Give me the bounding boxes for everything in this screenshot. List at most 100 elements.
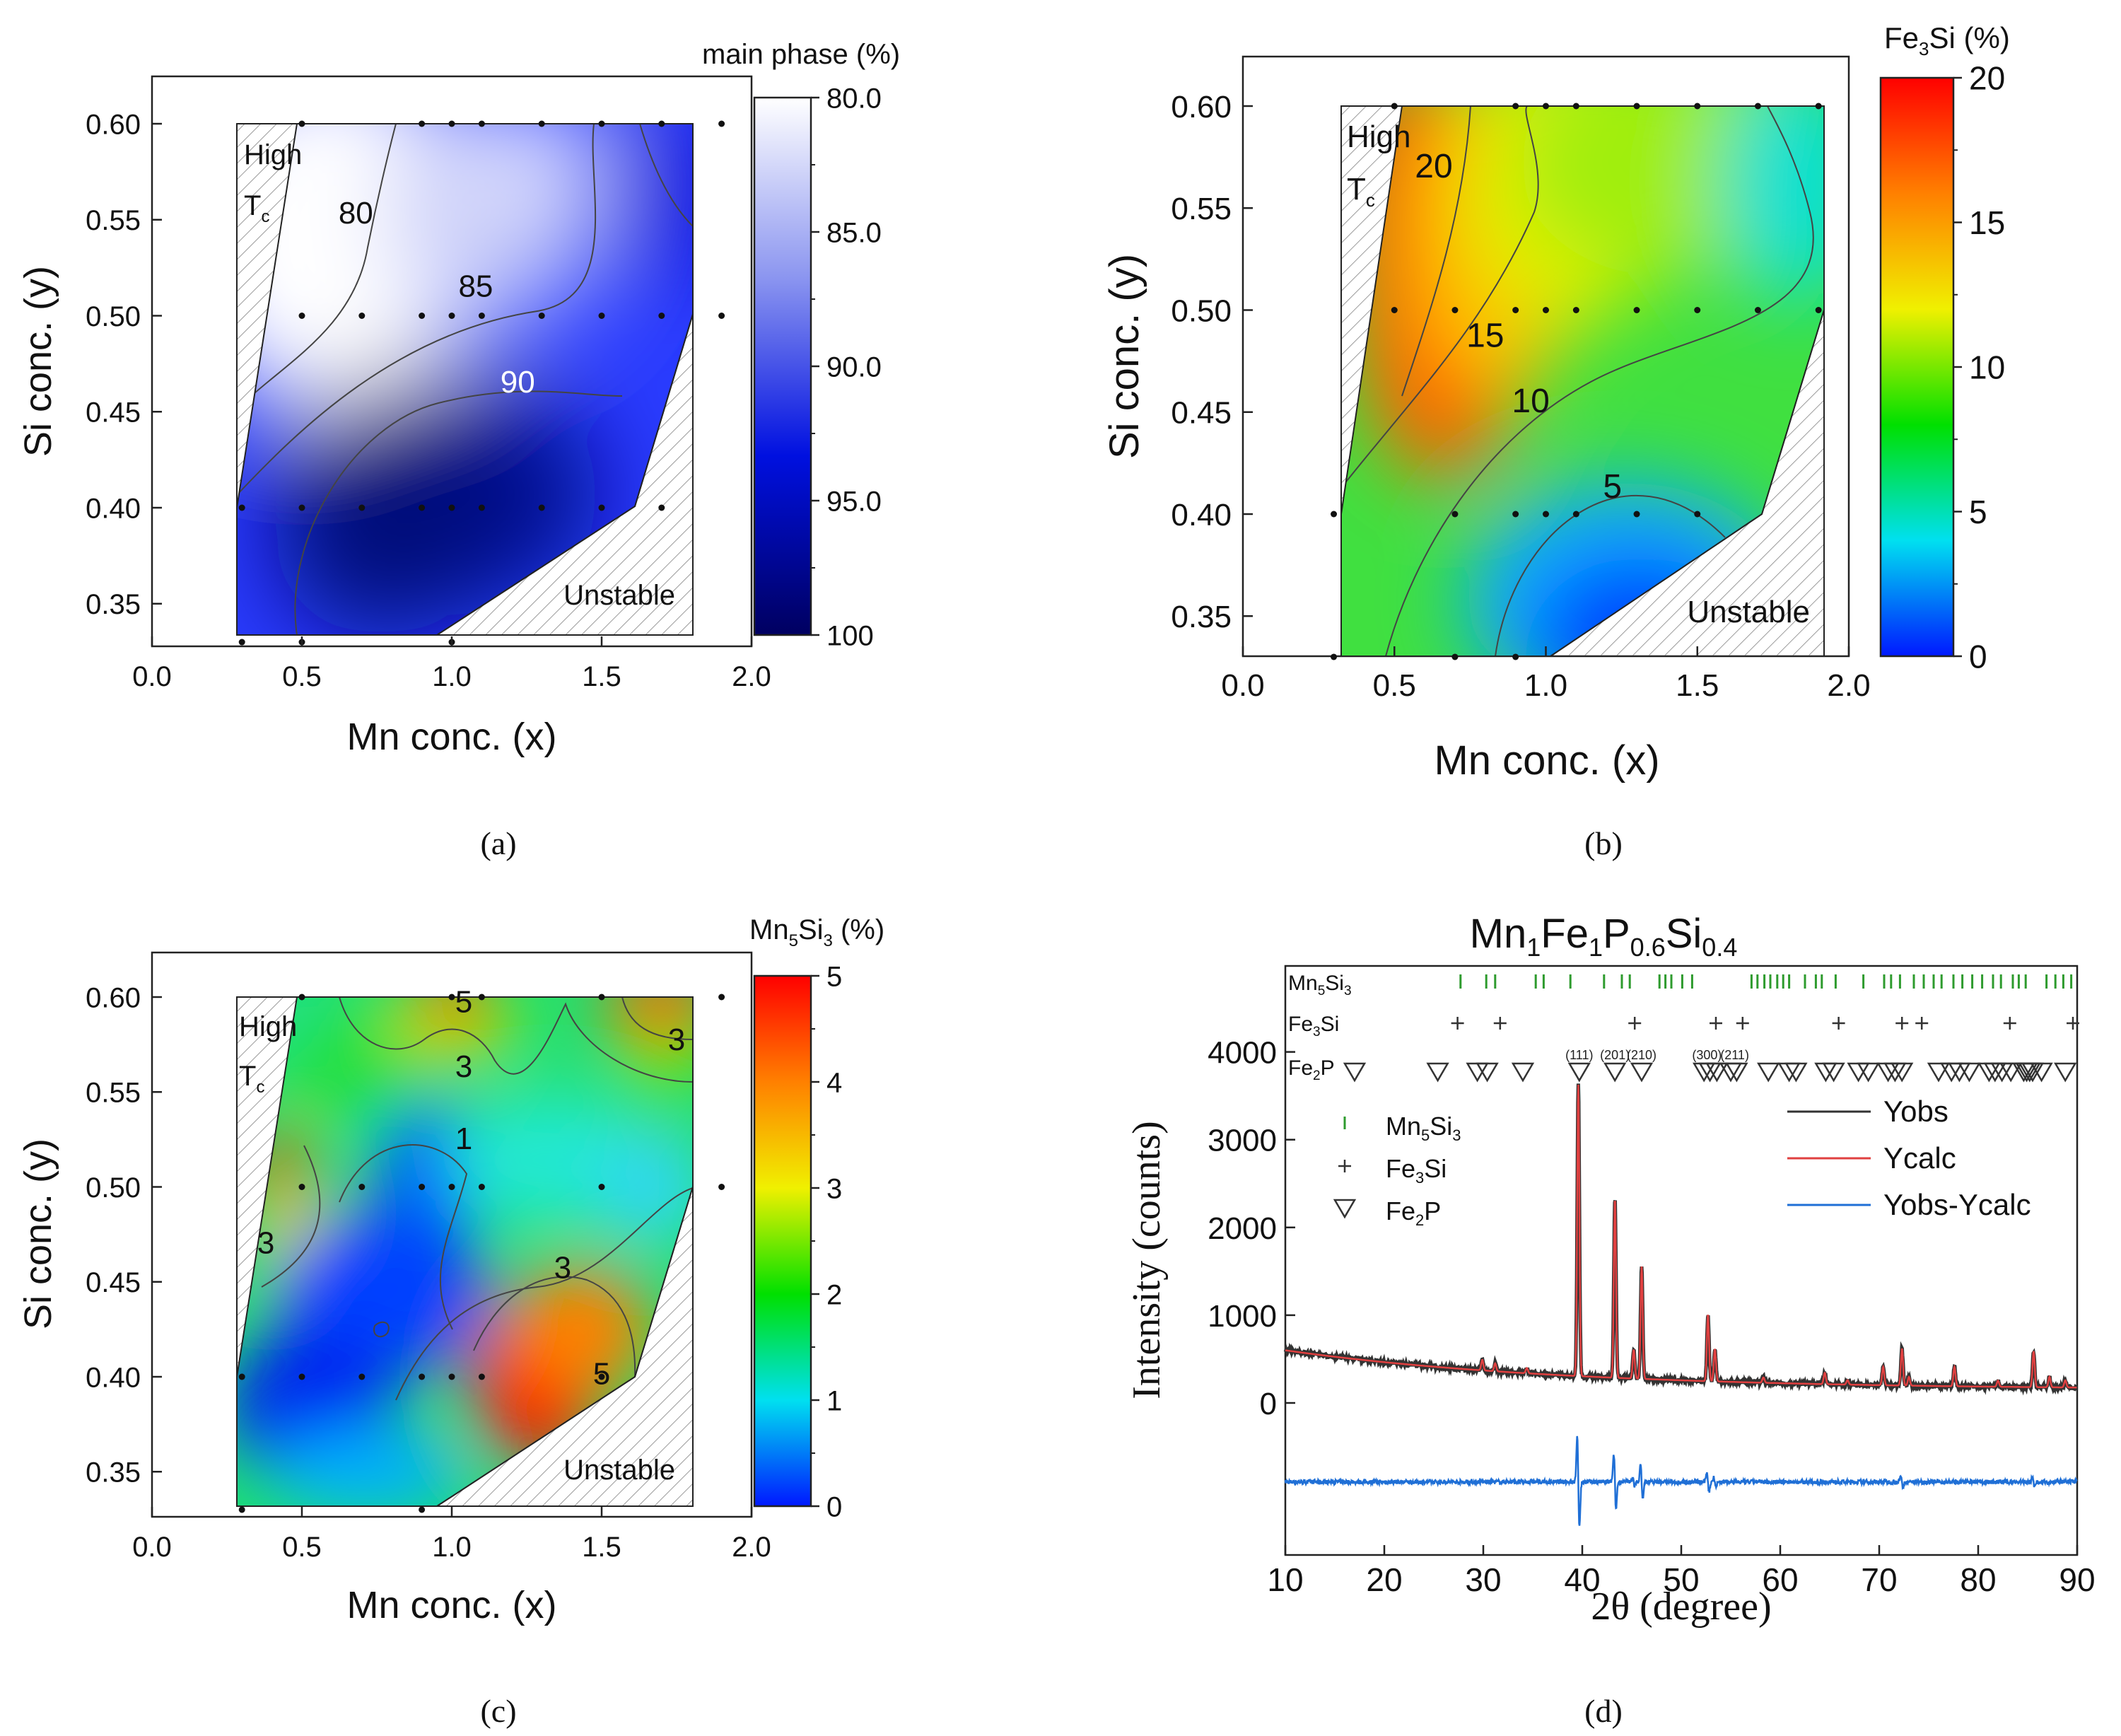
phase-legend-label: Mn5Si3 bbox=[1386, 1112, 1461, 1144]
fe2p-mark bbox=[1822, 1062, 1845, 1083]
x-tick-label: 2.0 bbox=[1827, 668, 1870, 703]
panel-b-high-tc-region bbox=[1341, 106, 1402, 656]
sample-point bbox=[1512, 103, 1519, 110]
sample-point bbox=[358, 313, 366, 319]
fe2p-mark bbox=[1857, 1062, 1880, 1083]
y-tick-label: 1000 bbox=[1208, 1299, 1277, 1334]
panel-a-x-ticks: 0.0 0.5 1.0 1.5 2.0 bbox=[132, 636, 771, 692]
panel-d-fe2p-reflection-marks bbox=[1343, 1062, 2077, 1083]
sample-point bbox=[419, 313, 426, 319]
fe2p-mark bbox=[1567, 1062, 1591, 1083]
fe2p-mark bbox=[1705, 1062, 1729, 1083]
sample-point bbox=[358, 1373, 366, 1380]
sample-point bbox=[598, 313, 605, 319]
panel-d-xrd-pattern: Mn1Fe1P0.6Si0.4 (111) (201)(210) (300)(211… bbox=[1125, 911, 2096, 1729]
sample-point bbox=[718, 120, 725, 127]
sample-point bbox=[1543, 511, 1549, 518]
panel-c-y-ticks: 0.35 0.40 0.45 0.50 0.55 0.60 bbox=[86, 982, 162, 1489]
colorbar-tick-label: 15 bbox=[1969, 204, 2005, 241]
fe2p-mark bbox=[1757, 1062, 1780, 1083]
sample-point bbox=[538, 313, 545, 319]
fe2p-mark bbox=[1603, 1062, 1627, 1083]
sample-point bbox=[448, 994, 455, 1001]
colorbar-tick-label: 85.0 bbox=[826, 217, 882, 248]
x-tick-label: 80 bbox=[1960, 1561, 1996, 1598]
panel-b-x-ticks: 0.0 0.5 1.0 1.5 2.0 bbox=[1221, 646, 1871, 703]
colorbar-tick-label: 80.0 bbox=[826, 83, 882, 114]
colorbar-tick-label: 95.0 bbox=[826, 486, 882, 517]
panel-b-y-ticks: 0.35 0.40 0.45 0.50 0.55 0.60 bbox=[1171, 90, 1253, 634]
legend-fe2p-symbol bbox=[1333, 1199, 1357, 1219]
fe2p-mark bbox=[2054, 1062, 2077, 1083]
sample-point bbox=[358, 1184, 366, 1190]
hkl-label: (211) bbox=[1720, 1048, 1749, 1062]
panel-b-unstable-label: Unstable bbox=[1687, 595, 1810, 629]
fe2p-mark bbox=[1927, 1062, 1951, 1083]
sample-point bbox=[1815, 103, 1822, 110]
fe2p-mark bbox=[1891, 1062, 1914, 1083]
panel-d-fe3si-reflection-marks bbox=[1451, 1017, 2079, 1030]
sample-point bbox=[1815, 307, 1822, 313]
y-tick-label: 0.45 bbox=[1171, 396, 1232, 431]
contour-label: 3 bbox=[668, 1023, 685, 1057]
sample-point bbox=[598, 504, 605, 511]
sample-point bbox=[1572, 511, 1579, 518]
fe3si-mark bbox=[1493, 1017, 1507, 1030]
contour-label: 80 bbox=[339, 196, 373, 231]
sample-point bbox=[538, 504, 545, 511]
sample-point bbox=[1694, 103, 1701, 110]
panel-b-sample-points bbox=[1331, 103, 1822, 660]
y-tick-label: 0.60 bbox=[1171, 90, 1232, 124]
panel-c-x-ticks: 0.0 0.5 1.0 1.5 2.0 bbox=[132, 1507, 771, 1563]
legend-entry-label: Yobs-Ycalc bbox=[1883, 1188, 2031, 1221]
yobs-ycalc-line bbox=[1284, 1435, 2078, 1526]
sample-point bbox=[298, 504, 305, 511]
panel-c-label: (c) bbox=[480, 1693, 516, 1729]
panel-d-line-legend: Yobs Ycalc Yobs-Ycalc bbox=[1787, 1095, 2031, 1221]
fe2p-mark bbox=[1630, 1062, 1654, 1083]
panel-c-colorbar bbox=[753, 974, 812, 1508]
panel-d-label: (d) bbox=[1584, 1693, 1623, 1729]
x-tick-label: 30 bbox=[1465, 1561, 1501, 1598]
sample-point bbox=[1572, 307, 1579, 313]
sample-point bbox=[478, 1184, 485, 1190]
panel-a-contour-labels: 80 85 90 bbox=[339, 196, 535, 400]
fe3si-mark bbox=[1832, 1017, 1845, 1030]
panel-c-colorbar-ticks: 0 1 2 3 4 5 bbox=[811, 961, 842, 1522]
panel-c-high-tc-region bbox=[237, 997, 297, 1506]
sample-point bbox=[419, 120, 426, 127]
sample-point bbox=[658, 120, 665, 127]
sample-point bbox=[478, 504, 485, 511]
panel-d-mn5si3-reflection-ticks bbox=[1459, 974, 2073, 989]
panel-b-x-axis-label: Mn conc. (x) bbox=[1434, 738, 1659, 783]
sample-point bbox=[538, 120, 545, 127]
x-tick-label: 0.5 bbox=[282, 661, 322, 692]
contour-label: 3 bbox=[554, 1250, 571, 1285]
sample-point bbox=[1451, 653, 1459, 660]
panel-b-colorbar bbox=[1879, 76, 1955, 658]
y-tick-label: 2000 bbox=[1208, 1211, 1277, 1246]
sample-point bbox=[1572, 103, 1579, 110]
x-tick-label: 1.0 bbox=[432, 661, 472, 692]
fe3si-mark bbox=[1915, 1017, 1929, 1030]
y-tick-label: 0.40 bbox=[86, 493, 141, 524]
sample-point bbox=[478, 120, 485, 127]
x-tick-label: 20 bbox=[1366, 1561, 1402, 1598]
sample-point bbox=[658, 504, 665, 511]
panel-a-label: (a) bbox=[480, 825, 516, 861]
fe2p-mark bbox=[1511, 1062, 1535, 1083]
sample-point bbox=[1391, 103, 1398, 110]
x-tick-label: 1.5 bbox=[582, 1532, 621, 1563]
sample-point bbox=[478, 313, 485, 319]
colorbar-tick-label: 3 bbox=[826, 1173, 842, 1204]
hkl-label: (111) bbox=[1565, 1048, 1593, 1062]
phase-legend-label: Fe2P bbox=[1386, 1196, 1441, 1229]
fe3si-mark bbox=[1710, 1017, 1722, 1030]
panel-d-phase-legend: Mn5Si3 Fe3Si Fe2P bbox=[1333, 1112, 1461, 1229]
sample-point bbox=[1451, 307, 1459, 313]
contour-label: 20 bbox=[1415, 148, 1452, 185]
sample-point bbox=[358, 504, 366, 511]
